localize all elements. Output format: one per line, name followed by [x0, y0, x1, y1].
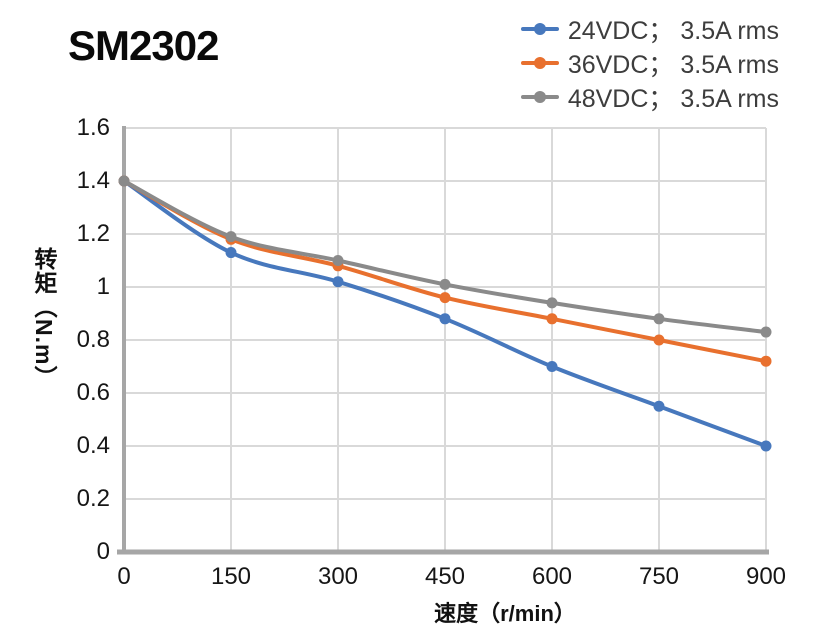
y-tick-label: 1.6 — [76, 114, 110, 141]
legend-item-48vdc: 48VDC； 3.5A rms — [520, 80, 779, 114]
y-tick-label: 0.2 — [76, 485, 110, 512]
data-point-marker-2 — [118, 175, 130, 187]
legend-label: 48VDC； 3.5A rms — [567, 85, 779, 113]
data-point-marker-1 — [546, 313, 558, 325]
y-tick-label: 1 — [96, 273, 110, 300]
chart-title: SM2302 — [68, 22, 219, 69]
data-point-marker-1 — [653, 334, 665, 346]
x-tick-label: 750 — [638, 563, 680, 590]
data-point-marker-2 — [653, 313, 665, 325]
data-point-marker-0 — [653, 400, 665, 412]
data-point-marker-0 — [760, 440, 772, 452]
x-tick-label: 150 — [210, 563, 252, 590]
x-tick-label: 600 — [531, 563, 573, 590]
data-point-marker-1 — [760, 355, 772, 367]
data-point-marker-2 — [760, 326, 772, 338]
data-point-marker-2 — [332, 255, 344, 266]
x-tick-label: 0 — [117, 563, 131, 590]
y-tick-label: 1.2 — [76, 220, 110, 247]
y-tick-label: 0.8 — [76, 326, 110, 353]
data-point-marker-2 — [225, 231, 237, 243]
data-point-marker-0 — [332, 276, 344, 288]
legend-line-marker-icon — [520, 56, 559, 70]
data-point-marker-0 — [546, 361, 558, 372]
y-tick-label: 0.4 — [76, 432, 110, 459]
legend-item-24vdc: 24VDC； 3.5A rms — [520, 12, 779, 46]
x-tick-label: 450 — [424, 563, 466, 590]
y-tick-label: 1.4 — [76, 167, 110, 194]
legend-label: 24VDC； 3.5A rms — [567, 17, 779, 45]
y-tick-label: 0 — [96, 538, 110, 565]
x-axis-title: 速度（r/min） — [434, 601, 576, 626]
data-point-marker-2 — [546, 297, 558, 309]
legend: 24VDC； 3.5A rms 36VDC； 3.5A rms 48VDC； 3… — [520, 12, 779, 114]
x-tick-label: 900 — [745, 563, 787, 590]
data-point-marker-2 — [439, 278, 451, 290]
y-tick-label: 0.6 — [76, 379, 110, 406]
data-point-marker-1 — [439, 292, 451, 304]
legend-line-marker-icon — [520, 22, 559, 36]
legend-line-marker-icon — [520, 90, 559, 104]
legend-label: 36VDC； 3.5A rms — [567, 51, 779, 79]
x-tick-label: 300 — [317, 563, 359, 590]
data-point-marker-0 — [439, 313, 451, 325]
legend-item-36vdc: 36VDC； 3.5A rms — [520, 46, 779, 80]
data-point-marker-0 — [225, 247, 237, 259]
y-axis-title: 转矩（N.m） — [31, 247, 57, 390]
